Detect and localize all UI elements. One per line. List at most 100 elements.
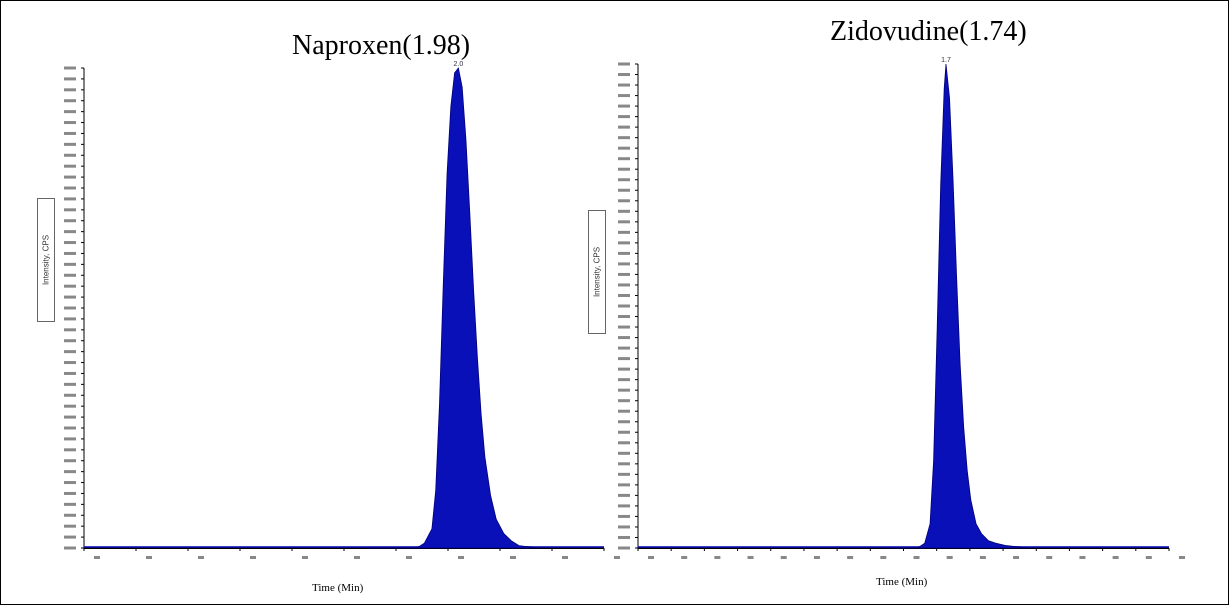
x-tick-label-mark [250, 556, 256, 559]
x-tick-label-mark [913, 556, 920, 559]
y-tick-label-mark [618, 83, 630, 87]
x-tick-label-mark [614, 556, 620, 559]
x-tick-label-mark [714, 556, 721, 559]
y-tick-label-mark [64, 251, 76, 255]
y-tick-label-mark [618, 325, 630, 329]
y-tick-label-mark [618, 157, 630, 161]
y-tick-label-mark [618, 525, 630, 529]
y-tick-label-mark [618, 399, 630, 403]
y-tick-label-mark [64, 164, 76, 168]
y-tick-label-mark [618, 125, 630, 129]
y-tick-label-mark [64, 284, 76, 288]
x-tick-label-mark [847, 556, 854, 559]
x-tick-label-mark [146, 556, 152, 559]
chromatogram-naproxen: 2.0 [64, 61, 620, 559]
y-tick-label-mark [64, 66, 76, 70]
y-tick-label-mark [618, 115, 630, 119]
y-tick-label-mark [64, 88, 76, 92]
y-tick-label-mark [618, 146, 630, 150]
y-tick-label-mark [64, 99, 76, 103]
y-tick-label-mark [64, 481, 76, 485]
y-tick-label-mark [618, 357, 630, 361]
x-tick-label-mark [1079, 556, 1086, 559]
x-tick-label-mark [1112, 556, 1119, 559]
x-tick-label-mark [1145, 556, 1152, 559]
y-axis-label-box: Intensity, CPS [37, 198, 55, 322]
chart-panel-naproxen: Naproxen(1.98) Intensity, CPS Time (Min)… [0, 0, 620, 605]
y-tick-label-mark [618, 167, 630, 171]
y-tick-label-mark [618, 367, 630, 371]
y-tick-label-mark [64, 535, 76, 539]
y-tick-label-mark [64, 241, 76, 245]
y-tick-label-mark [64, 491, 76, 495]
x-tick-label-mark [302, 556, 308, 559]
x-tick-label-mark [1179, 556, 1185, 559]
y-tick-label-mark [64, 153, 76, 157]
x-tick-label-mark [1013, 556, 1020, 559]
y-tick-label-mark [618, 304, 630, 308]
peak-area [367, 67, 538, 549]
peak-label: 2.0 [454, 61, 464, 68]
y-tick-label-mark [64, 110, 76, 114]
y-tick-label-mark [618, 388, 630, 392]
x-tick-label-mark [747, 556, 754, 559]
y-tick-label-mark [64, 328, 76, 332]
y-tick-label-mark [64, 371, 76, 375]
y-tick-label-mark [64, 273, 76, 277]
y-tick-label-mark [618, 230, 630, 234]
y-tick-label-mark [618, 241, 630, 245]
y-tick-label-mark [64, 175, 76, 179]
y-tick-label-mark [64, 404, 76, 408]
y-tick-label-mark [64, 415, 76, 419]
y-tick-label-mark [64, 437, 76, 441]
y-tick-label-mark [618, 430, 630, 434]
x-tick-label-mark [880, 556, 887, 559]
chart-panel-zidovudine: Zidovudine(1.74) Time (Min) 1.7 [614, 0, 1229, 605]
y-tick-label-mark [618, 73, 630, 77]
y-tick-label-mark [64, 546, 76, 550]
y-tick-label-mark [618, 262, 630, 266]
x-tick-label-mark [406, 556, 412, 559]
chromatogram-zidovudine: 1.7 [618, 57, 1185, 559]
y-tick-label-mark [64, 361, 76, 365]
y-tick-label-mark [64, 317, 76, 321]
y-tick-label-mark [64, 426, 76, 430]
y-tick-label-mark [64, 262, 76, 266]
y-tick-label-mark [618, 188, 630, 192]
y-tick-label-mark [618, 378, 630, 382]
y-tick-label-mark [64, 77, 76, 81]
x-axis-label: Time (Min) [312, 582, 364, 594]
y-tick-label-mark [618, 336, 630, 340]
y-tick-label-mark [618, 209, 630, 213]
y-tick-label-mark [64, 382, 76, 386]
y-tick-label-mark [618, 283, 630, 287]
y-tick-label-mark [618, 462, 630, 466]
x-axis-label: Time (Min) [876, 576, 928, 588]
y-tick-label-mark [64, 219, 76, 223]
x-tick-label-mark [562, 556, 568, 559]
y-tick-label-mark [618, 178, 630, 182]
x-tick-label-mark [1046, 556, 1053, 559]
y-tick-label-mark [618, 220, 630, 224]
y-tick-label-mark [618, 483, 630, 487]
y-tick-label-mark [618, 514, 630, 518]
x-tick-label-mark [946, 556, 953, 559]
y-tick-label-mark [64, 208, 76, 212]
y-tick-label-mark [618, 420, 630, 424]
y-tick-label-mark [618, 451, 630, 455]
y-tick-label-mark [618, 346, 630, 350]
y-tick-label-mark [64, 470, 76, 474]
y-tick-label-mark [618, 315, 630, 319]
y-tick-label-mark [618, 272, 630, 276]
x-tick-label-mark [813, 556, 820, 559]
y-tick-label-mark [618, 251, 630, 255]
y-tick-label-mark [64, 350, 76, 354]
y-tick-label-mark [64, 459, 76, 463]
y-tick-label-mark [64, 513, 76, 517]
y-tick-label-mark [64, 142, 76, 146]
y-tick-label-mark [618, 493, 630, 497]
y-axis-label-box: Intensity, CPS [588, 210, 606, 334]
y-tick-label-mark [618, 409, 630, 413]
y-tick-label-mark [618, 441, 630, 445]
y-tick-label-mark [618, 136, 630, 140]
